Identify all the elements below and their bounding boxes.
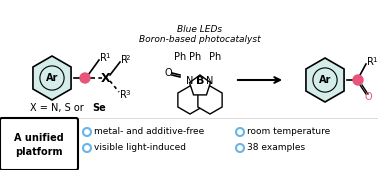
Text: Ar: Ar <box>319 75 331 85</box>
Polygon shape <box>306 58 344 102</box>
Text: Se: Se <box>92 103 106 113</box>
Text: Boron-based photocatalyst: Boron-based photocatalyst <box>139 36 261 45</box>
Text: 3: 3 <box>125 90 130 96</box>
Text: room temperature: room temperature <box>247 128 330 137</box>
Circle shape <box>83 128 91 136</box>
FancyBboxPatch shape <box>0 118 78 170</box>
Text: Ph: Ph <box>209 52 221 62</box>
Text: metal- and additive-free: metal- and additive-free <box>94 128 204 137</box>
Text: R: R <box>120 90 127 100</box>
Text: A unified: A unified <box>14 133 64 143</box>
Text: X = N, S or: X = N, S or <box>30 103 87 113</box>
Text: Ph: Ph <box>174 52 186 62</box>
Text: Blue LEDs: Blue LEDs <box>177 24 223 33</box>
Text: visible light-induced: visible light-induced <box>94 143 186 152</box>
Text: Ar: Ar <box>46 73 58 83</box>
Text: 2: 2 <box>126 55 130 61</box>
Polygon shape <box>33 56 71 100</box>
Polygon shape <box>198 86 222 114</box>
Text: O: O <box>164 68 172 78</box>
Circle shape <box>80 73 90 83</box>
Text: Ph: Ph <box>189 52 201 62</box>
Circle shape <box>236 128 244 136</box>
Text: R: R <box>100 53 107 63</box>
Text: R: R <box>121 55 128 65</box>
Text: R: R <box>367 57 374 67</box>
Circle shape <box>83 144 91 152</box>
Text: 1: 1 <box>372 57 376 63</box>
Text: B: B <box>196 76 204 86</box>
Text: N: N <box>186 76 194 86</box>
Text: O: O <box>364 92 372 102</box>
Text: X: X <box>101 72 111 84</box>
Text: N: N <box>206 76 214 86</box>
Polygon shape <box>189 75 211 95</box>
Text: 1: 1 <box>105 53 110 59</box>
Circle shape <box>353 75 363 85</box>
Polygon shape <box>178 86 202 114</box>
Text: platform: platform <box>15 147 63 157</box>
Circle shape <box>236 144 244 152</box>
Text: 38 examples: 38 examples <box>247 143 305 152</box>
